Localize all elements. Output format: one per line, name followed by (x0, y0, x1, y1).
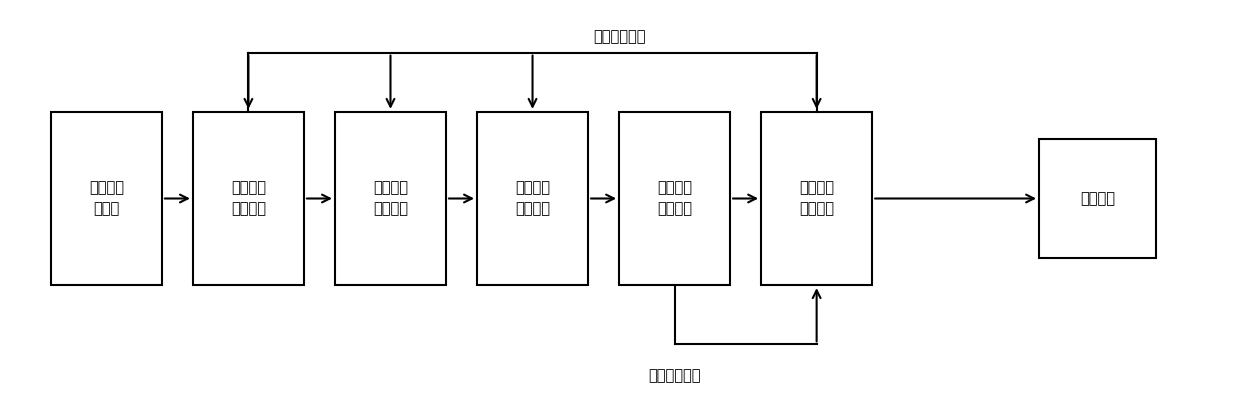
Text: 应力极限信息: 应力极限信息 (593, 29, 645, 44)
FancyBboxPatch shape (335, 112, 446, 285)
Text: 应力极限信息: 应力极限信息 (649, 368, 701, 384)
Text: 综合环境
应力试验: 综合环境 应力试验 (800, 181, 834, 216)
Text: 试验前准
备工作: 试验前准 备工作 (89, 181, 124, 216)
FancyBboxPatch shape (1039, 139, 1156, 258)
FancyBboxPatch shape (619, 112, 730, 285)
FancyBboxPatch shape (477, 112, 588, 285)
Text: 回归验证: 回归验证 (1080, 191, 1115, 206)
FancyBboxPatch shape (193, 112, 305, 285)
Text: 快速温度
循环试验: 快速温度 循环试验 (515, 181, 550, 216)
Text: 高温步进
应力试验: 高温步进 应力试验 (373, 181, 409, 216)
FancyBboxPatch shape (51, 112, 162, 285)
Text: 低温步进
应力试验: 低温步进 应力试验 (232, 181, 266, 216)
Text: 振动步进
应力试验: 振动步进 应力试验 (657, 181, 692, 216)
FancyBboxPatch shape (761, 112, 873, 285)
